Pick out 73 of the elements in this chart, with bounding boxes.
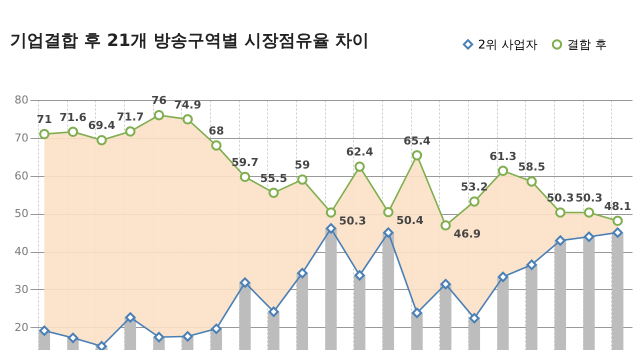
point xyxy=(240,277,250,288)
point xyxy=(96,341,107,350)
data-label: 74.9 xyxy=(174,98,202,112)
point xyxy=(469,313,480,324)
y-tick-label: 40 xyxy=(14,245,28,258)
point xyxy=(154,110,164,120)
y-tick-label: 80 xyxy=(14,94,28,106)
point xyxy=(39,326,50,336)
data-label: 59.7 xyxy=(231,156,259,169)
point xyxy=(354,270,365,281)
y-tick-label: 60 xyxy=(14,169,28,182)
point xyxy=(326,207,336,218)
point xyxy=(412,150,422,160)
data-label: 50.3 xyxy=(339,214,366,228)
data-label: 62.4 xyxy=(346,146,374,159)
data-label: 50.4 xyxy=(396,214,424,228)
point xyxy=(526,260,537,270)
point xyxy=(211,140,222,151)
point xyxy=(39,128,50,140)
chart-title: 기업결합 후 21개 방송구역별 시장점유율 차이 xyxy=(10,31,370,51)
data-label: 68 xyxy=(208,124,224,138)
data-label: 71 xyxy=(36,113,52,126)
point xyxy=(440,220,451,231)
point xyxy=(383,206,394,218)
point xyxy=(268,188,279,198)
point xyxy=(498,272,508,282)
point xyxy=(154,332,164,342)
point xyxy=(612,216,623,226)
point xyxy=(125,126,136,137)
data-label: 71.6 xyxy=(59,110,87,124)
point xyxy=(584,232,594,242)
data-label: 61.3 xyxy=(489,150,517,163)
data-label: 48.1 xyxy=(604,200,632,213)
data-label: 50.3 xyxy=(546,192,574,204)
data-label: 69.4 xyxy=(88,119,116,132)
point xyxy=(182,114,193,124)
point xyxy=(498,166,508,176)
point xyxy=(211,324,222,334)
data-label: 55.5 xyxy=(260,172,288,185)
data-label: 53.2 xyxy=(460,180,488,194)
y-tick-label: 70 xyxy=(14,131,28,144)
point xyxy=(555,207,566,218)
point xyxy=(354,161,365,172)
point xyxy=(182,331,193,342)
data-label: 50.3 xyxy=(575,192,603,204)
point xyxy=(412,308,422,318)
data-label: 46.9 xyxy=(454,227,481,240)
point xyxy=(268,306,279,317)
point xyxy=(68,332,78,344)
legend-label: 결합 후 xyxy=(567,37,607,52)
data-label: 65.4 xyxy=(403,134,431,148)
point xyxy=(297,268,308,278)
y-tick-label: 30 xyxy=(14,282,28,296)
point xyxy=(96,134,107,146)
data-label: 76 xyxy=(151,94,167,108)
point xyxy=(297,174,308,185)
point xyxy=(326,223,336,234)
point xyxy=(125,312,136,323)
data-label: 71.7 xyxy=(116,110,144,124)
point xyxy=(383,227,394,238)
data-label: 58.5 xyxy=(518,160,546,174)
legend-label: 2위 사업자 xyxy=(478,37,538,52)
point xyxy=(584,207,594,218)
data-label: 59 xyxy=(294,158,310,172)
point xyxy=(440,278,451,290)
point xyxy=(469,196,480,207)
point xyxy=(526,176,537,187)
point xyxy=(240,172,250,182)
point xyxy=(555,235,566,246)
y-tick-label: 50 xyxy=(14,207,28,220)
point xyxy=(68,126,78,137)
y-tick-label: 20 xyxy=(14,320,28,334)
point xyxy=(612,227,623,238)
